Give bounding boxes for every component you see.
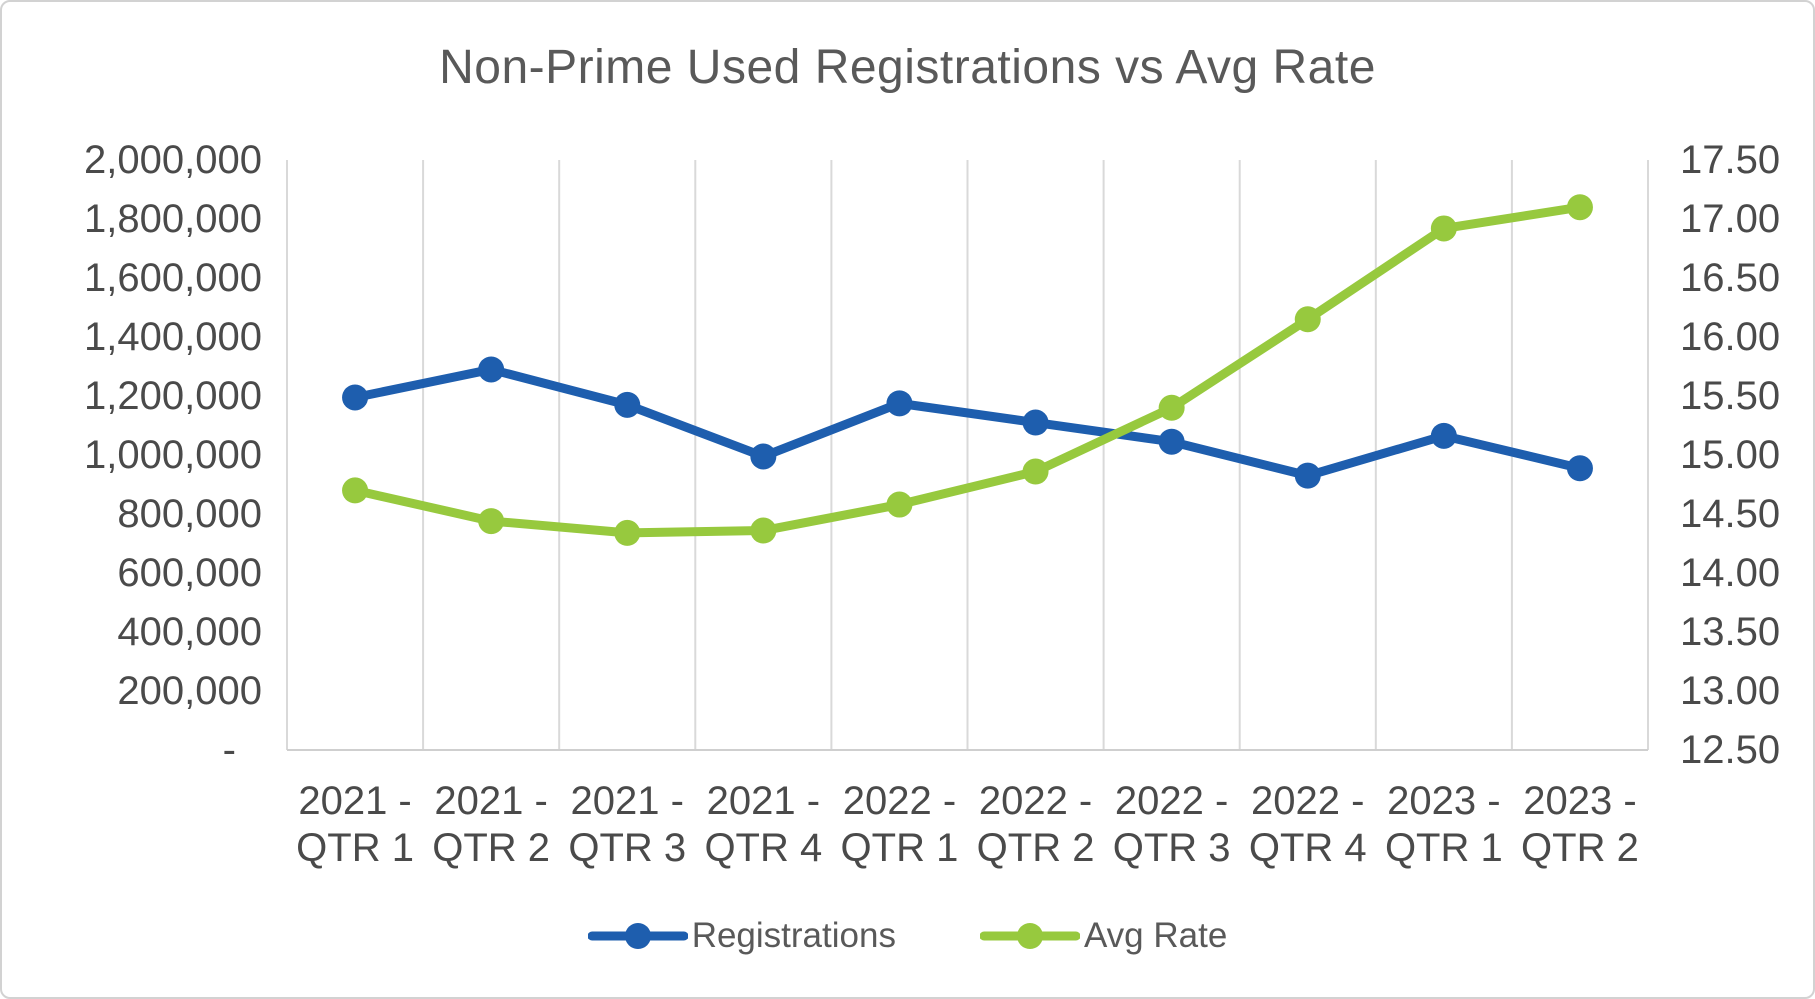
legend-label: Avg Rate [1083,916,1228,955]
x-category-label: 2021 - QTR 2 [391,778,591,872]
data-point-avg-rate [1430,215,1457,242]
data-point-registrations [1430,422,1457,449]
x-label-quarter: QTR 3 [1112,826,1231,870]
x-label-quarter: QTR 2 [976,826,1095,870]
legend: Registrations Avg Rate [0,916,1815,956]
data-point-avg-rate [342,477,369,504]
right-tick-label: 17.00 [1680,197,1781,241]
left-tick-label: 800,000 [117,492,262,536]
left-tick-label: - [222,728,236,772]
x-label-year: 2022 - [978,779,1093,823]
data-point-registrations [614,391,641,418]
data-point-avg-rate [886,491,913,518]
x-category-label: 2022 - QTR 2 [936,778,1136,872]
x-category-label: 2023 - QTR 1 [1344,778,1544,872]
right-tick-label: 16.50 [1680,256,1781,300]
x-label-year: 2021 - [570,779,684,823]
legend-item-registrations: Registrations [587,916,896,956]
data-point-registrations [342,384,369,411]
right-tick-label: 12.50 [1680,728,1781,772]
data-point-avg-rate [1158,394,1185,421]
chart-title: Non-Prime Used Registrations vs Avg Rate [439,41,1376,94]
x-label-quarter: QTR 2 [432,826,551,870]
x-label-year: 2023 - [1523,779,1637,823]
x-label-quarter: QTR 2 [1521,826,1639,870]
right-tick-label: 17.50 [1680,138,1781,182]
right-tick-label: 13.50 [1680,610,1781,654]
data-point-avg-rate [1566,194,1593,221]
x-category-label: 2021 - QTR 4 [663,778,863,872]
left-tick-label: 400,000 [117,610,262,654]
data-point-registrations [886,390,913,417]
x-label-year: 2021 - [298,779,412,823]
x-category-label: 2021 - QTR 1 [255,778,455,872]
left-tick-label: 1,200,000 [84,374,262,418]
x-label-quarter: QTR 4 [1248,826,1367,870]
data-point-registrations [1158,428,1185,455]
right-tick-label: 15.50 [1680,374,1781,418]
data-point-avg-rate [478,508,505,535]
data-point-avg-rate [750,517,777,544]
left-tick-label: 1,600,000 [84,256,262,300]
data-point-avg-rate [614,519,641,546]
x-label-quarter: QTR 4 [704,826,823,870]
x-label-quarter: QTR 1 [840,826,959,870]
data-point-registrations [750,443,777,470]
series-line-avg-rate [350,202,1585,538]
x-label-year: 2021 - [434,779,548,823]
data-point-registrations [1566,455,1593,482]
x-category-label: 2022 - QTR 3 [1072,778,1272,872]
x-label-quarter: QTR 3 [568,826,687,870]
left-tick-label: 2,000,000 [84,138,262,182]
data-point-avg-rate [1022,458,1049,485]
right-tick-label: 14.00 [1680,551,1781,595]
left-tick-label: 200,000 [117,669,262,713]
x-label-quarter: QTR 1 [1384,826,1503,870]
x-label-year: 2022 - [842,779,957,823]
data-point-registrations [1022,409,1049,436]
right-tick-label: 13.00 [1680,669,1781,713]
x-label-year: 2023 - [1387,779,1501,823]
data-point-registrations [1294,462,1321,489]
right-tick-label: 15.00 [1680,433,1781,477]
x-label-year: 2022 - [1114,779,1229,823]
x-label-quarter: QTR 1 [296,826,414,870]
x-category-label: 2021 - QTR 3 [527,778,727,872]
x-label-year: 2022 - [1251,779,1365,823]
data-point-avg-rate [1294,306,1321,333]
legend-marker-icon [979,923,1080,949]
left-tick-label: 1,800,000 [84,197,262,241]
legend-item-avg-rate: Avg Rate [979,916,1228,956]
data-point-registrations [478,356,505,383]
x-category-label: 2023 - QTR 2 [1480,778,1680,872]
left-tick-label: 1,000,000 [84,433,262,477]
right-tick-label: 14.50 [1680,492,1781,536]
left-tick-label: 1,400,000 [84,315,262,359]
legend-label: Registrations [691,916,896,955]
series-line-registrations [350,364,1585,481]
left-tick-label: 600,000 [117,551,262,595]
x-category-label: 2022 - QTR 4 [1208,778,1408,872]
legend-marker-icon [587,923,688,949]
x-category-label: 2022 - QTR 1 [799,778,999,872]
right-tick-label: 16.00 [1680,315,1781,359]
x-label-year: 2021 - [706,779,821,823]
